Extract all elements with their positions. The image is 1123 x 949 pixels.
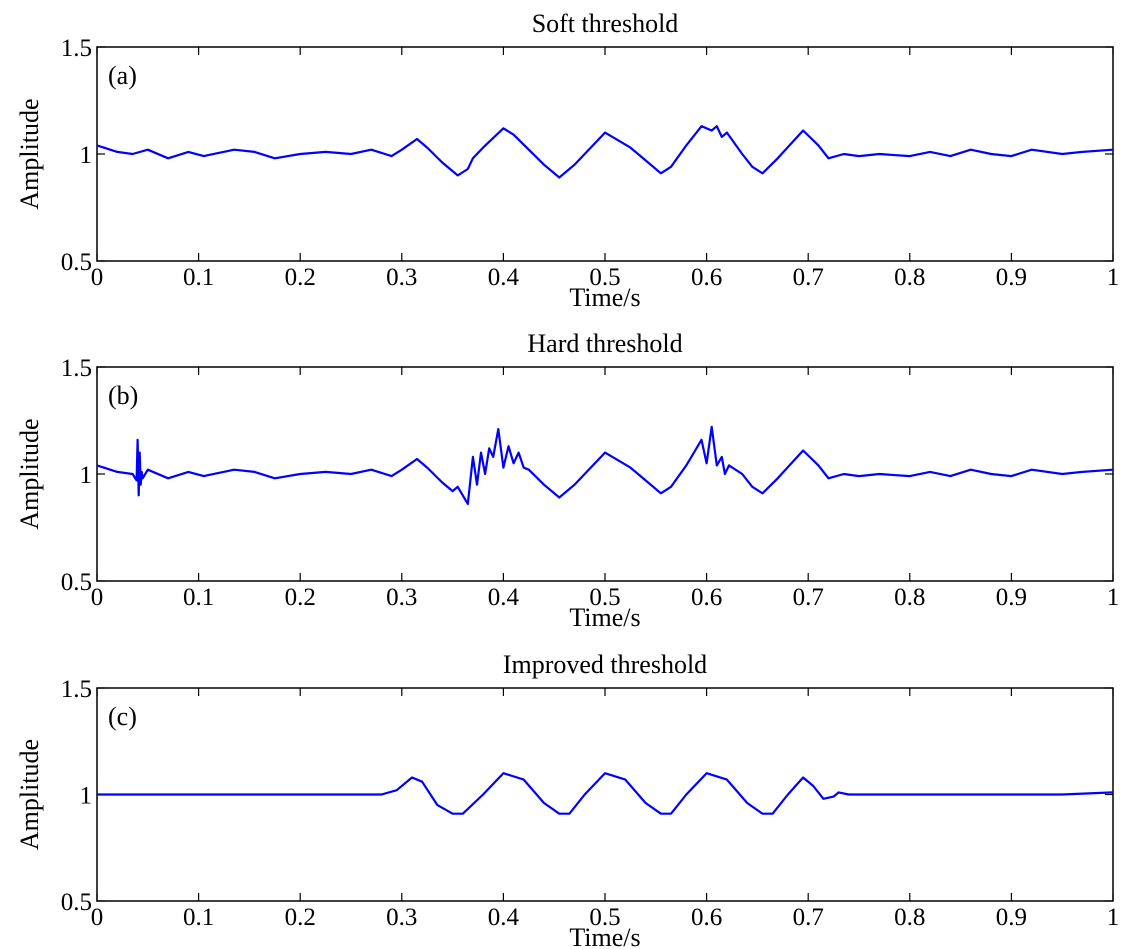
series-line	[97, 772, 1114, 815]
y-tick-label: 0.5	[61, 569, 92, 596]
x-tick-label: 0.8	[894, 264, 925, 291]
x-axis-label: Time/s	[569, 283, 640, 312]
x-tick-label: 0.2	[285, 264, 316, 291]
x-tick-label: 0.2	[285, 584, 316, 611]
y-tick-label: 1.5	[61, 35, 92, 62]
panel-label: (c)	[108, 702, 137, 731]
y-tick-label: 1	[80, 462, 93, 489]
x-tick-label: 0.7	[793, 264, 824, 291]
x-tick-label: 0.7	[793, 584, 824, 611]
x-tick-label: 0.7	[793, 904, 824, 931]
chart-panel-2: Improved threshold 0 0.1 0.2 0.3 0.4 0.5 0.6 0.7…	[15, 650, 1119, 949]
y-tick-label: 0.5	[61, 249, 92, 276]
x-tick-label: 0.1	[183, 264, 214, 291]
y-axis-label: Amplitude	[15, 739, 44, 850]
chart-title: Improved threshold	[503, 650, 707, 679]
y-tick-label: 0.5	[61, 889, 92, 916]
x-axis-label: Time/s	[569, 603, 640, 632]
y-tick-label: 1.5	[61, 355, 92, 382]
y-axis-label: Amplitude	[15, 98, 44, 209]
panel-label: (a)	[108, 61, 137, 90]
x-tick-label: 0.6	[691, 584, 722, 611]
x-tick-label: 0.1	[183, 584, 214, 611]
y-tick-label: 1.5	[61, 676, 92, 703]
x-axis-label: Time/s	[569, 923, 640, 949]
x-tick-label: 0.5	[589, 264, 620, 291]
chart-title: Hard threshold	[527, 329, 682, 358]
x-tick-label: 1	[1107, 584, 1120, 611]
x-tick-label: 0.9	[996, 584, 1027, 611]
chart-panel-1: Hard threshold 0 0.1 0.2 0.3 0.4 0.5 0.6 0.7 0.8 0…	[15, 329, 1119, 632]
x-tick-label: 0.5	[589, 904, 620, 931]
x-tick-label: 0.9	[996, 264, 1027, 291]
x-tick-label: 0	[91, 904, 104, 931]
x-tick-label: 1	[1107, 904, 1120, 931]
y-tick-label: 1	[80, 142, 93, 169]
chart-title: Soft threshold	[532, 9, 679, 38]
chart-panel-0: Soft threshold 0 0.1 0.2 0.3 0.4 0.5 0.6 0.7 0.8 0…	[15, 9, 1119, 312]
series-line	[96, 425, 1114, 506]
x-tick-label: 0.3	[386, 584, 417, 611]
x-tick-label: 0	[91, 584, 104, 611]
x-tick-label: 0.4	[488, 264, 520, 291]
y-axis-label: Amplitude	[15, 418, 44, 529]
x-tick-label: 0.3	[386, 904, 417, 931]
x-tick-label: 0.2	[285, 904, 316, 931]
panel-label: (b)	[108, 381, 138, 410]
x-tick-label: 0.4	[488, 584, 520, 611]
x-tick-label: 0.6	[691, 904, 722, 931]
x-tick-label: 0.8	[894, 904, 925, 931]
y-tick-label: 1	[80, 783, 93, 810]
series-line	[96, 125, 1114, 179]
x-tick-label: 0	[91, 264, 104, 291]
x-tick-label: 0.3	[386, 264, 417, 291]
x-tick-label: 0.8	[894, 584, 925, 611]
x-tick-label: 1	[1107, 264, 1120, 291]
x-tick-label: 0.4	[488, 904, 520, 931]
x-tick-label: 0.6	[691, 264, 722, 291]
x-tick-label: 0.9	[996, 904, 1027, 931]
x-tick-label: 0.1	[183, 904, 214, 931]
x-tick-label: 0.5	[589, 584, 620, 611]
